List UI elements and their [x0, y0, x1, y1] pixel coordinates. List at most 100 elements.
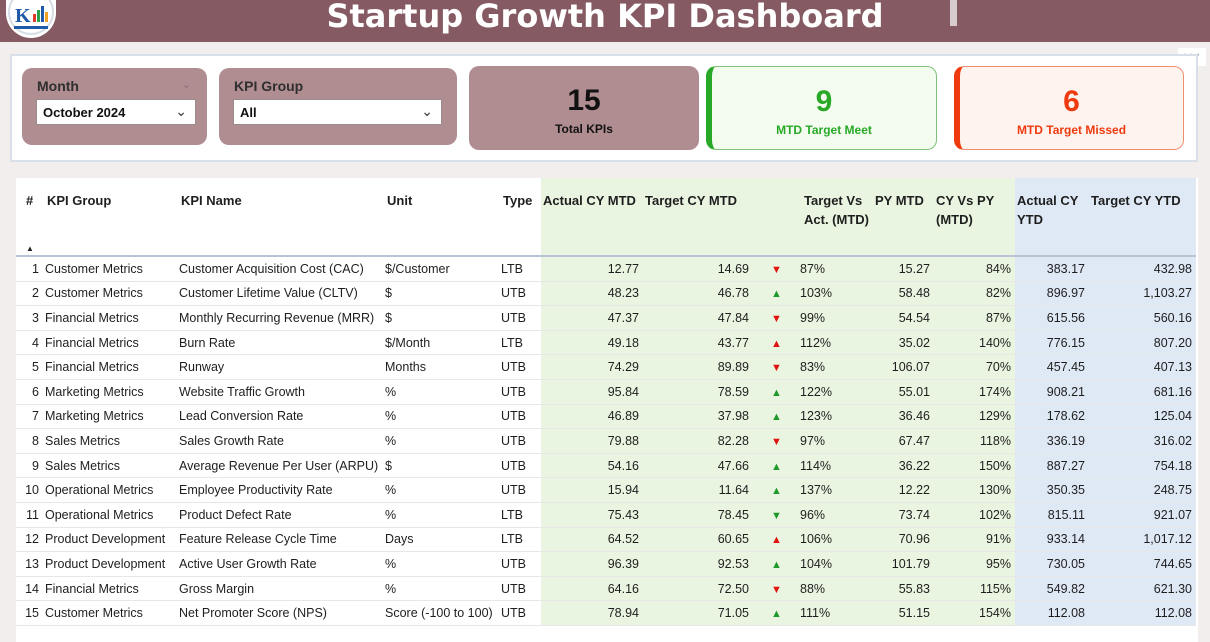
column-header-target-cy-ytd[interactable]: Target CY YTD — [1089, 178, 1196, 257]
table-cell-unit: % — [385, 551, 501, 577]
table-cell-name: Burn Rate — [179, 330, 385, 356]
column-header-type[interactable]: Type — [501, 178, 541, 257]
table-cell-group: Marketing Metrics — [45, 404, 179, 430]
table-cell-unit: $/Customer — [385, 256, 501, 282]
table-cell-name: Sales Growth Rate — [179, 428, 385, 454]
table-cell-act-ytd: 615.56 — [1015, 305, 1089, 331]
table-cell-act-mtd: 64.16 — [541, 576, 643, 602]
table-cell-n: 7 — [16, 404, 45, 430]
table-row[interactable]: 14 Financial Metrics Gross Margin% UTB 64.16… — [16, 576, 1196, 602]
column-header-kpi-name[interactable]: KPI Name — [179, 178, 385, 257]
table-cell-type: UTB — [501, 576, 541, 602]
mtd-target-missed-caption: MTD Target Missed — [1016, 123, 1127, 137]
table-row[interactable]: 2 Customer Metrics Customer Lifetime Value… — [16, 281, 1196, 307]
column-header-target-cy-mtd[interactable]: Target CY MTD — [643, 178, 753, 257]
table-row[interactable]: 3 Financial Metrics Monthly Recurring Reve… — [16, 305, 1196, 331]
table-cell-tgt-mtd: 60.65 — [643, 527, 753, 553]
column-header-unit[interactable]: Unit — [385, 178, 501, 257]
table-cell-type: UTB — [501, 404, 541, 430]
table-cell-tva: 103% — [800, 281, 873, 307]
table-row[interactable]: 13 Product Development Active User Growth … — [16, 551, 1196, 577]
table-cell-group: Sales Metrics — [45, 428, 179, 454]
table-cell-tva: 83% — [800, 354, 873, 380]
table-cell-n: 4 — [16, 330, 45, 356]
table-cell-tgt-mtd: 37.98 — [643, 404, 753, 430]
table-cell-n: 9 — [16, 453, 45, 479]
table-cell-act-ytd: 730.05 — [1015, 551, 1089, 577]
column-header-target-vs-act[interactable]: Target Vs Act. (MTD) — [753, 178, 873, 257]
table-cell-act-mtd: 95.84 — [541, 379, 643, 405]
table-cell-py-mtd: 101.79 — [873, 551, 934, 577]
table-cell-act-mtd: 64.52 — [541, 527, 643, 553]
table-cell-name: Lead Conversion Rate — [179, 404, 385, 430]
kpi-group-slicer-label: KPI Group — [234, 78, 304, 94]
total-kpis-value: 15 — [567, 84, 601, 117]
status-arrow-cell: ▲ — [753, 527, 800, 553]
column-header-cy-vs-py[interactable]: CY Vs PY (MTD) — [934, 178, 1015, 257]
table-cell-type: UTB — [501, 600, 541, 626]
table-cell-n: 1 — [16, 256, 45, 282]
table-cell-n: 3 — [16, 305, 45, 331]
table-cell-name: Average Revenue Per User (ARPU) — [179, 453, 385, 479]
status-arrow-cell: ▼ — [753, 502, 800, 528]
table-cell-group: Financial Metrics — [45, 354, 179, 380]
table-cell-py-mtd: 55.01 — [873, 379, 934, 405]
table-cell-tgt-ytd: 921.07 — [1089, 502, 1196, 528]
month-dropdown[interactable]: October 2024 ⌄ — [36, 99, 196, 125]
table-cell-name: Monthly Recurring Revenue (MRR) — [179, 305, 385, 331]
table-row[interactable]: 10 Operational Metrics Employee Productivi… — [16, 477, 1196, 503]
table-cell-cvp: 95% — [934, 551, 1015, 577]
status-arrow-cell: ▲ — [753, 330, 800, 356]
table-cell-act-mtd: 15.94 — [541, 477, 643, 503]
table-row[interactable]: 1 Customer Metrics Customer Acquisition Co… — [16, 256, 1196, 282]
status-arrow-cell: ▲ — [753, 281, 800, 307]
kpi-table: # KPI Group KPI Name Unit Type Actual CY… — [16, 178, 1196, 626]
table-row[interactable]: 7 Marketing Metrics Lead Conversion Rate% U… — [16, 404, 1196, 430]
column-header-py-mtd[interactable]: PY MTD — [873, 178, 934, 257]
table-row[interactable]: 11 Operational Metrics Product Defect Rate… — [16, 502, 1196, 528]
sort-ascending-icon[interactable]: ▲ — [26, 244, 34, 253]
table-cell-unit: Score (-100 to 100) — [385, 600, 501, 626]
arrow-down-icon: ▼ — [771, 583, 782, 596]
table-cell-group: Marketing Metrics — [45, 379, 179, 405]
table-cell-unit: % — [385, 502, 501, 528]
status-arrow-cell: ▲ — [753, 600, 800, 626]
table-cell-unit: % — [385, 477, 501, 503]
table-row[interactable]: 6 Marketing Metrics Website Traffic Growth… — [16, 379, 1196, 405]
table-row[interactable]: 15 Customer Metrics Net Promoter Score (NP… — [16, 600, 1196, 626]
table-row[interactable]: 5 Financial Metrics Runway Months UTB 74.29 89… — [16, 354, 1196, 380]
table-cell-act-ytd: 336.19 — [1015, 428, 1089, 454]
svg-text:K: K — [15, 5, 31, 27]
table-cell-act-mtd: 12.77 — [541, 256, 643, 282]
table-row[interactable]: 4 Financial Metrics Burn Rate $/Month LTB 49.… — [16, 330, 1196, 356]
arrow-down-icon: ▼ — [771, 312, 782, 325]
status-arrow-cell: ▼ — [753, 305, 800, 331]
table-cell-unit: Days — [385, 527, 501, 553]
table-cell-n: 6 — [16, 379, 45, 405]
kpi-group-dropdown[interactable]: All ⌄ — [233, 99, 442, 125]
table-cell-act-mtd: 48.23 — [541, 281, 643, 307]
chevron-down-icon[interactable]: ⌄ — [181, 79, 191, 91]
column-header-actual-cy-mtd[interactable]: Actual CY MTD — [541, 178, 643, 257]
header-divider — [950, 0, 957, 26]
table-cell-act-ytd: 776.15 — [1015, 330, 1089, 356]
status-arrow-cell: ▼ — [753, 576, 800, 602]
table-cell-tgt-mtd: 11.64 — [643, 477, 753, 503]
table-cell-cvp: 150% — [934, 453, 1015, 479]
column-header-index[interactable]: # — [16, 178, 45, 257]
table-row[interactable]: 12 Product Development Feature Release Cyc… — [16, 527, 1196, 553]
column-header-kpi-group[interactable]: KPI Group — [45, 178, 179, 257]
mtd-target-meet-caption: MTD Target Meet — [776, 123, 872, 137]
table-cell-group: Product Development — [45, 551, 179, 577]
table-cell-tgt-mtd: 78.59 — [643, 379, 753, 405]
table-row[interactable]: 8 Sales Metrics Sales Growth Rate% UTB 79.88… — [16, 428, 1196, 454]
column-header-actual-cy-ytd[interactable]: Actual CY YTD — [1015, 178, 1089, 257]
table-cell-type: UTB — [501, 428, 541, 454]
table-cell-n: 2 — [16, 281, 45, 307]
table-row[interactable]: 9 Sales Metrics Average Revenue Per User (… — [16, 453, 1196, 479]
table-cell-py-mtd: 70.96 — [873, 527, 934, 553]
arrow-up-icon: ▲ — [771, 558, 782, 571]
table-cell-unit: Months — [385, 354, 501, 380]
header-bar: K Startup Growth KPI Dashboard — [0, 0, 1210, 42]
table-cell-tgt-ytd: 681.16 — [1089, 379, 1196, 405]
